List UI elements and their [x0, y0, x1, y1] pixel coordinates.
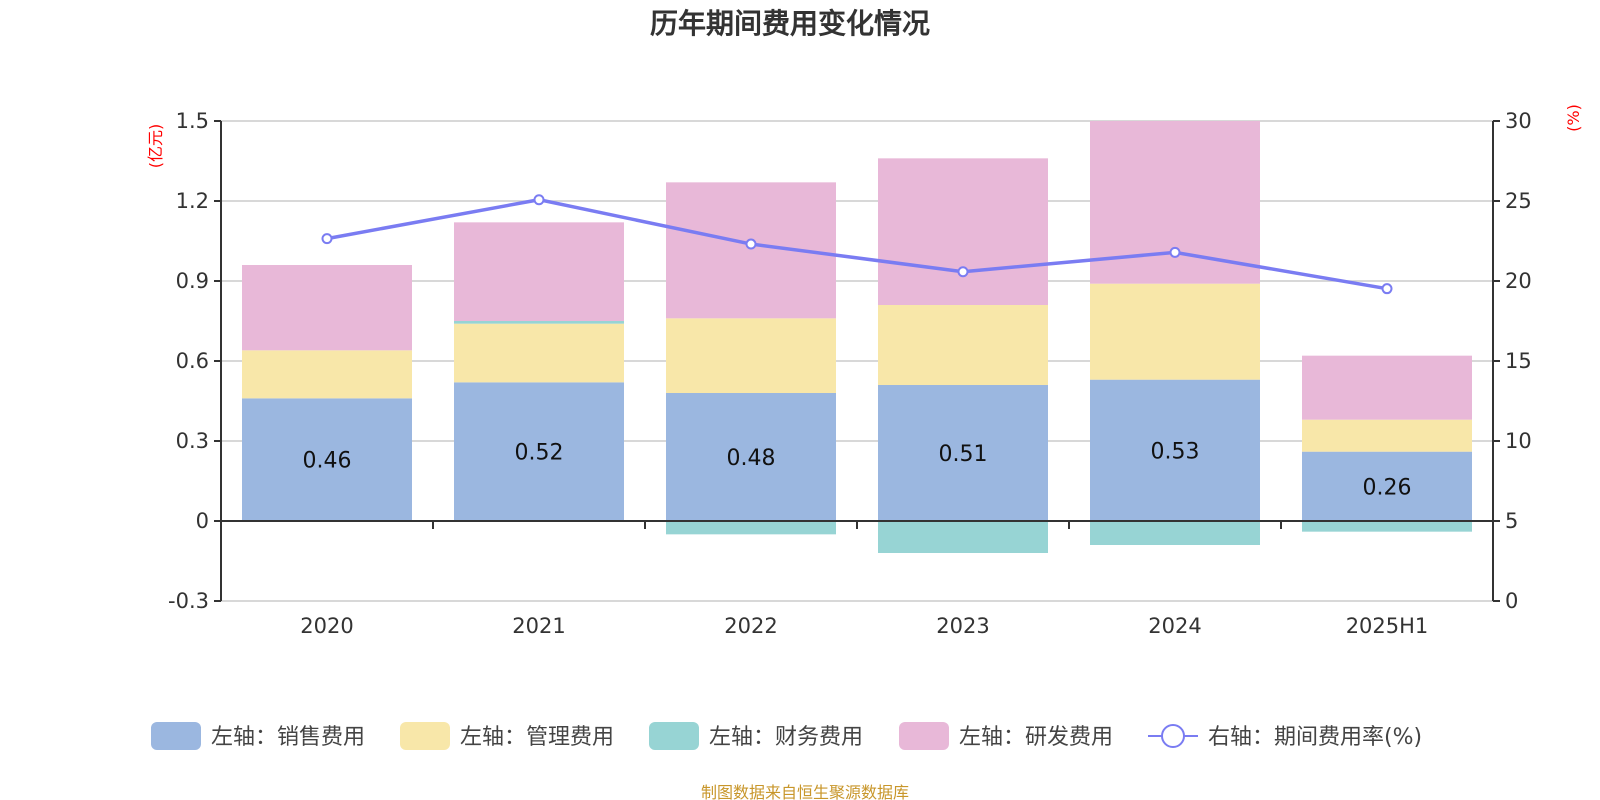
left-axis-unit: (亿元) [146, 124, 165, 169]
left-tick-label: 0.3 [176, 429, 209, 453]
bar-value-label: 0.53 [1151, 439, 1200, 464]
bar-segment [878, 385, 1048, 521]
bar-value-label: 0.52 [515, 441, 564, 466]
bar-segment [1302, 521, 1472, 532]
bar-segment [1090, 521, 1260, 545]
left-tick-label: 1.5 [176, 109, 209, 133]
legend-label: 左轴：财务费用 [709, 725, 863, 750]
bar-segment [666, 318, 836, 393]
legend-marker-icon [1161, 724, 1185, 748]
x-tick-label: 2021 [512, 614, 565, 638]
legend-label: 左轴：研发费用 [959, 725, 1113, 750]
legend-item[interactable]: 左轴：管理费用 [400, 722, 614, 750]
rate-point [533, 194, 545, 206]
legend-swatch [899, 722, 949, 750]
source-footer: 制图数据来自恒生聚源数据库 [701, 783, 909, 800]
bar-segment [1090, 379, 1260, 521]
bar-segment [454, 321, 624, 324]
right-tick-label: 25 [1505, 189, 1532, 213]
right-tick-label: 10 [1505, 429, 1532, 453]
bar-segment [666, 393, 836, 521]
legend-swatch [649, 722, 699, 750]
x-tick-label: 2023 [936, 614, 989, 638]
data-labels: 0.46 0.52 0.48 0.51 0.53 0.26 [303, 439, 1412, 500]
bar-segment [878, 305, 1048, 385]
left-tick-label: 1.2 [176, 189, 209, 213]
x-tick-label: 2020 [300, 614, 353, 638]
left-tick-label: 0 [196, 509, 209, 533]
legend-label: 左轴：销售费用 [211, 725, 365, 750]
right-tick-label: 5 [1505, 509, 1518, 533]
rate-point [745, 238, 757, 250]
bar-segment [454, 222, 624, 321]
bar-value-label: 0.51 [939, 442, 988, 467]
bar-segment [1090, 283, 1260, 380]
right-axis-unit: (%) [1564, 104, 1583, 132]
left-tick-label: 0.9 [176, 269, 209, 293]
x-tick-label: 2024 [1148, 614, 1201, 638]
rate-line [321, 194, 1393, 295]
legend-item[interactable]: 右轴：期间费用率(%) [1148, 724, 1422, 750]
legend-swatch [400, 722, 450, 750]
bar-segment [242, 350, 412, 399]
legend-item[interactable]: 左轴：研发费用 [899, 722, 1113, 750]
legend: 左轴：销售费用 左轴：管理费用 左轴：财务费用 左轴：研发费用 右轴：期间费用率(%) [151, 722, 1422, 750]
bar-value-label: 0.48 [727, 446, 776, 471]
bar-segment [242, 398, 412, 521]
x-tick-label: 2025H1 [1346, 614, 1429, 638]
legend-item[interactable]: 左轴：财务费用 [649, 722, 863, 750]
bar-segment [1302, 419, 1472, 452]
legend-label: 右轴：期间费用率(%) [1208, 725, 1422, 750]
rate-point [957, 266, 969, 278]
legend-swatch [151, 722, 201, 750]
rate-point [1381, 283, 1393, 295]
x-tick-label: 2022 [724, 614, 777, 638]
left-tick-label: 0.6 [176, 349, 209, 373]
bar-segment [454, 382, 624, 521]
bar-value-label: 0.26 [1363, 475, 1412, 500]
bar-segment [878, 158, 1048, 305]
right-tick-label: 0 [1505, 589, 1518, 613]
bar-segment [878, 521, 1048, 553]
rate-line-path [326, 197, 1388, 291]
right-tick-label: 20 [1505, 269, 1532, 293]
right-tick-label: 30 [1505, 109, 1532, 133]
legend-item[interactable]: 左轴：销售费用 [151, 722, 365, 750]
bar-value-label: 0.46 [303, 449, 352, 474]
left-tick-label: -0.3 [168, 589, 209, 613]
chart-title: 历年期间费用变化情况 [650, 7, 930, 40]
bars [242, 121, 1472, 553]
bar-segment [666, 521, 836, 535]
rate-point [1169, 246, 1181, 258]
bar-segment [1302, 355, 1472, 420]
bar-segment [1302, 451, 1472, 521]
axes: -0.3 0 0.3 0.6 0.9 1.2 1.5 0 5 10 15 20 25 30 2020 2021… [168, 109, 1532, 638]
bar-segment [242, 265, 412, 351]
legend-label: 左轴：管理费用 [460, 725, 614, 750]
right-tick-label: 15 [1505, 349, 1532, 373]
rate-point [321, 233, 333, 245]
bar-segment [454, 323, 624, 383]
